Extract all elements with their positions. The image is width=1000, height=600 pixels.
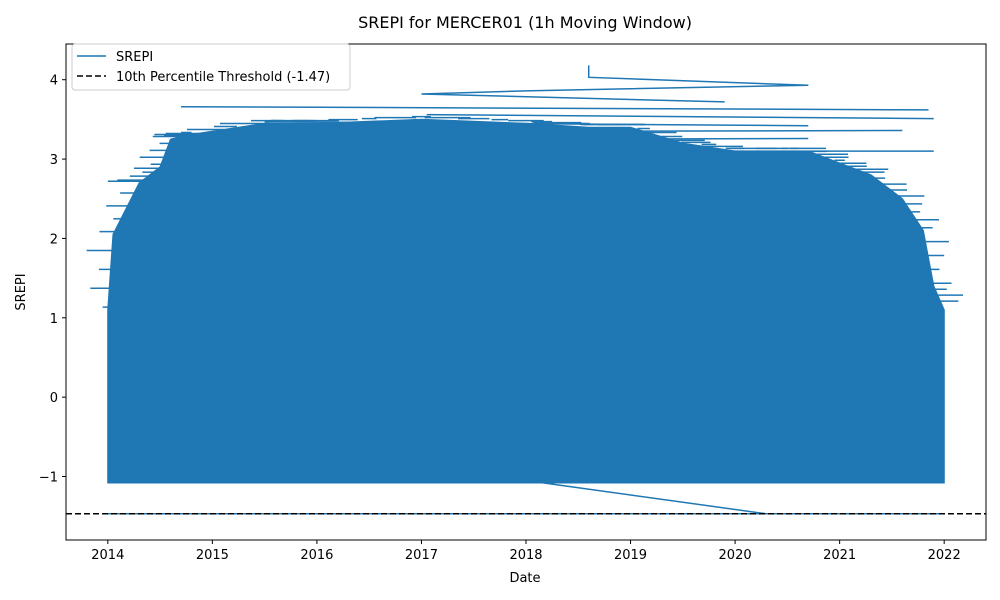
srepi-spike [264, 121, 809, 127]
x-tick-label: 2014 [91, 548, 124, 563]
y-tick-label: −1 [39, 471, 58, 486]
x-tick-label: 2017 [405, 548, 438, 563]
srepi-spike [525, 479, 767, 515]
y-tick-label: 0 [50, 391, 58, 406]
x-tick-label: 2021 [823, 548, 856, 563]
y-axis-label: SREPI [14, 273, 29, 310]
y-axis: −1 0 1 2 3 4 [39, 74, 66, 486]
legend: SREPI 10th Percentile Threshold (-1.47) [71, 43, 351, 91]
x-tick-label: 2015 [196, 548, 229, 563]
srepi-spike [587, 65, 809, 87]
srepi-spike [421, 84, 809, 103]
srepi-spike [426, 113, 934, 120]
x-tick-label: 2016 [300, 548, 333, 563]
legend-label-threshold: 10th Percentile Threshold (-1.47) [116, 70, 330, 85]
x-axis: 2014 2015 2016 2017 2018 2019 2020 2021 2022 [91, 540, 961, 563]
y-tick-label: 4 [50, 74, 58, 89]
legend-box [71, 43, 351, 91]
srepi-band [107, 118, 945, 484]
x-tick-label: 2018 [509, 548, 542, 563]
srepi-spike [557, 129, 903, 140]
x-tick-label: 2019 [614, 548, 647, 563]
y-tick-label: 1 [50, 312, 58, 327]
x-tick-label: 2020 [719, 548, 752, 563]
srepi-spike [180, 105, 929, 111]
y-tick-label: 2 [50, 232, 58, 247]
srepi-spike [316, 158, 396, 162]
x-tick-label: 2022 [928, 548, 961, 563]
chart-title: SREPI for MERCER01 (1h Moving Window) [358, 13, 692, 32]
legend-label-srepi: SREPI [116, 50, 153, 65]
y-tick-label: 3 [50, 153, 58, 168]
plot-area [66, 65, 986, 515]
x-axis-label: Date [509, 571, 540, 586]
